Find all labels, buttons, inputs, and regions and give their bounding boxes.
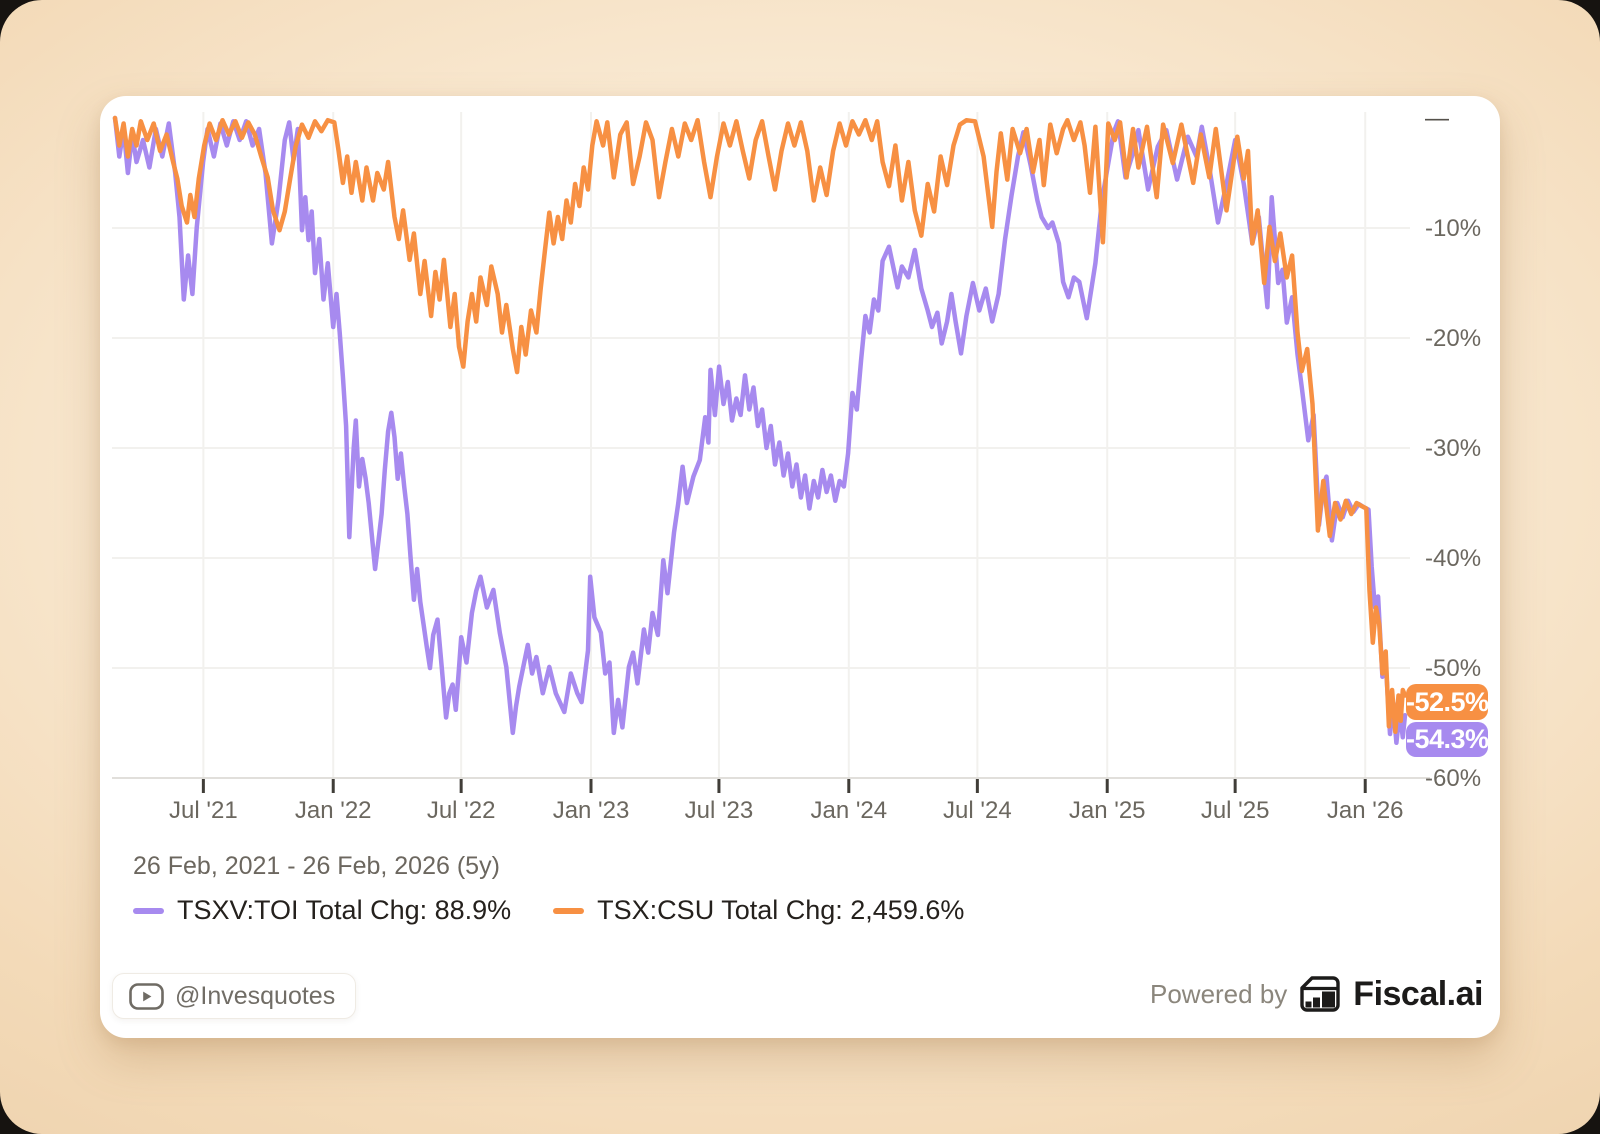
x-axis-tick-label: Jul '25 (1201, 797, 1270, 824)
y-axis-tick-label: -30% (1425, 435, 1481, 462)
x-axis-tick-label: Jan '26 (1327, 797, 1404, 824)
powered-by-label: Powered by (1149, 978, 1288, 1009)
x-axis-tick-label: Jan '23 (553, 797, 630, 824)
legend-label-csu: TSX:CSU Total Chg: 2,459.6% (597, 895, 965, 925)
powered-by-row[interactable]: Powered by Fiscal.ai (1149, 968, 1484, 1020)
csu-last-value-badge: -52.5% (1406, 684, 1489, 720)
legend-item-csu[interactable]: TSX:CSU Total Chg: 2,459.6% (553, 895, 964, 926)
y-axis-tick-label: -10% (1425, 215, 1481, 242)
y-axis-tick-label: — (1425, 105, 1449, 132)
date-range-label: 26 Feb, 2021 - 26 Feb, 2026 (5y) (133, 852, 500, 880)
toi-line-swatch (133, 907, 164, 914)
x-axis-tick-label: Jan '24 (810, 797, 887, 824)
x-axis-tick-label: Jul '24 (943, 797, 1012, 824)
chart-canvas[interactable]: Jul '21 Jan '22 Jul '22 Jan '23 Jul '23 Jan '… (100, 96, 1500, 1038)
x-axis-tick-label: Jul '21 (169, 797, 238, 824)
legend-label-toi: TSXV:TOI Total Chg: 88.9% (177, 895, 512, 925)
csu-series-line[interactable] (112, 115, 1408, 735)
invesquotes-attribution-pill[interactable]: @Invesquotes (112, 973, 357, 1019)
x-axis-tick-label: Jan '25 (1069, 797, 1146, 824)
fiscal-ai-brand-name: Fiscal.ai (1353, 974, 1483, 1013)
chart-card: Jul '21 Jan '22 Jul '22 Jan '23 Jul '23 Jan '… (100, 96, 1500, 1038)
csu-line-swatch (553, 907, 585, 914)
legend-item-toi[interactable]: TSXV:TOI Total Chg: 88.9% (133, 895, 511, 926)
y-axis-tick-label: -50% (1425, 655, 1481, 682)
x-axis-tick-label: Jan '22 (295, 797, 372, 824)
chart-legend: TSXV:TOI Total Chg: 88.9% TSX:CSU Total … (133, 895, 964, 926)
toi-series-line[interactable] (112, 115, 1408, 746)
toi-last-value-badge: -54.3% (1406, 722, 1489, 757)
fiscal-ai-logo-icon (1300, 976, 1340, 1012)
invesquotes-handle: @Invesquotes (175, 981, 336, 1010)
y-axis-tick-label: -20% (1425, 325, 1481, 352)
y-axis-tick-label: -60% (1425, 765, 1481, 792)
y-axis-tick-label: -40% (1425, 545, 1481, 572)
play-video-icon (129, 982, 164, 1010)
x-axis-tick-label: Jul '22 (427, 797, 496, 824)
x-axis-tick-label: Jul '23 (685, 797, 754, 824)
